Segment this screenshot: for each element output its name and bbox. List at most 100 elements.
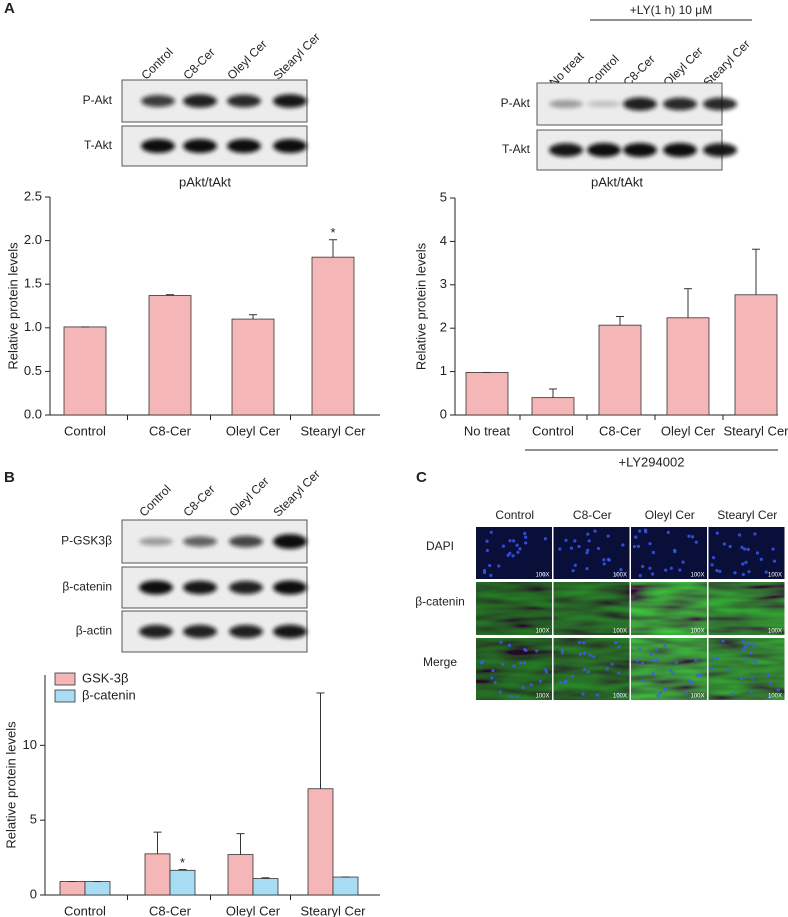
nucleus [759,557,763,562]
micrograph-row-label: β-catenin [415,595,465,609]
magnification: 100X [690,573,704,579]
x-tick-label: C8-Cer [149,903,192,917]
nucleus [743,656,747,660]
panel-label: C [416,469,427,486]
nucleus [651,659,655,663]
nucleus [742,648,746,652]
nucleus [638,529,642,533]
blot-band [663,143,697,157]
nucleus [595,693,599,697]
nucleus [641,679,645,683]
nucleus [582,667,587,672]
nucleus [737,533,742,537]
nucleus [733,571,737,575]
bar [227,854,254,896]
nucleus [766,673,770,677]
magnification: 100X [690,694,704,700]
nucleus [634,535,638,539]
micrograph-row-label: DAPI [426,539,454,553]
micrograph-texture [708,582,785,635]
magnification: 100X [535,629,549,635]
panel-label: A [4,0,15,17]
blot-row-label: β-catenin [62,580,112,594]
blot-band [663,97,697,111]
nucleus [493,680,497,685]
nucleus [655,658,659,662]
micrograph [708,527,785,579]
nucleus [559,680,563,685]
y-tick-label: 0.5 [24,363,42,378]
lane-label: Stearyl Cer [270,30,322,82]
nucleus [617,671,621,675]
bar [734,294,778,416]
nucleus [636,544,641,548]
blot-band [549,100,583,108]
nucleus [519,661,523,665]
nucleus [621,543,625,547]
lane-label: Control [136,482,173,519]
y-tick-label: 3 [440,276,447,291]
micrograph-row-label: Merge [423,655,457,669]
lane-label: Stearyl Cer [700,37,752,89]
blot-band [227,139,261,153]
micrograph [553,527,630,579]
micrograph [631,527,707,579]
nucleus [747,570,751,574]
nucleus [512,664,516,668]
nucleus [488,563,492,568]
nucleus [602,558,606,562]
nucleus [560,648,565,652]
magnification: 100X [613,694,627,700]
blot-band [183,624,217,639]
magnification: 100X [535,573,549,579]
bar [169,869,196,896]
nucleus [728,544,732,549]
nucleus [564,679,568,684]
blot-band [229,535,263,548]
nucleus [512,539,516,543]
bar [598,324,642,416]
nucleus [586,548,590,552]
blot-row-label: P-Akt [501,96,531,110]
y-axis-label: Relative protein levels [413,242,428,370]
magnification: 100X [535,694,549,700]
lane-label: Control [138,45,175,82]
nucleus [681,560,685,564]
nucleus [489,530,493,534]
nucleus [610,662,614,666]
nucleus [489,573,493,577]
nucleus [544,668,548,672]
micrograph-texture [553,582,630,635]
nucleus [508,539,512,543]
nucleus [768,681,773,685]
nucleus [771,547,775,551]
nucleus [506,553,510,557]
nucleus [673,549,677,554]
blot-band [623,97,657,111]
lane-label: C8-Cer [180,45,217,82]
nucleus [522,661,526,665]
legend-swatch [54,672,76,686]
magnification: 100X [768,694,782,700]
blot-band [587,100,621,108]
blot-band [183,580,217,595]
nucleus [699,673,703,677]
blot-row-label: P-Akt [83,93,113,107]
error-bar [236,833,245,855]
y-tick-label: 4 [440,233,447,248]
nucleus [571,569,575,573]
blot-row-label: P-GSK3β [61,534,112,548]
blot-band [139,537,173,546]
x-tick-label: C8-Cer [599,423,642,438]
magnification: 100X [613,573,627,579]
y-tick-label: 5 [440,189,447,204]
nucleus [587,539,591,543]
nucleus [684,691,688,695]
nucleus [586,532,590,536]
error-bar [153,831,162,854]
error-bar [316,692,325,789]
nucleus [744,560,748,564]
nucleus [643,528,648,532]
bar [84,881,111,896]
nucleus [689,681,694,685]
